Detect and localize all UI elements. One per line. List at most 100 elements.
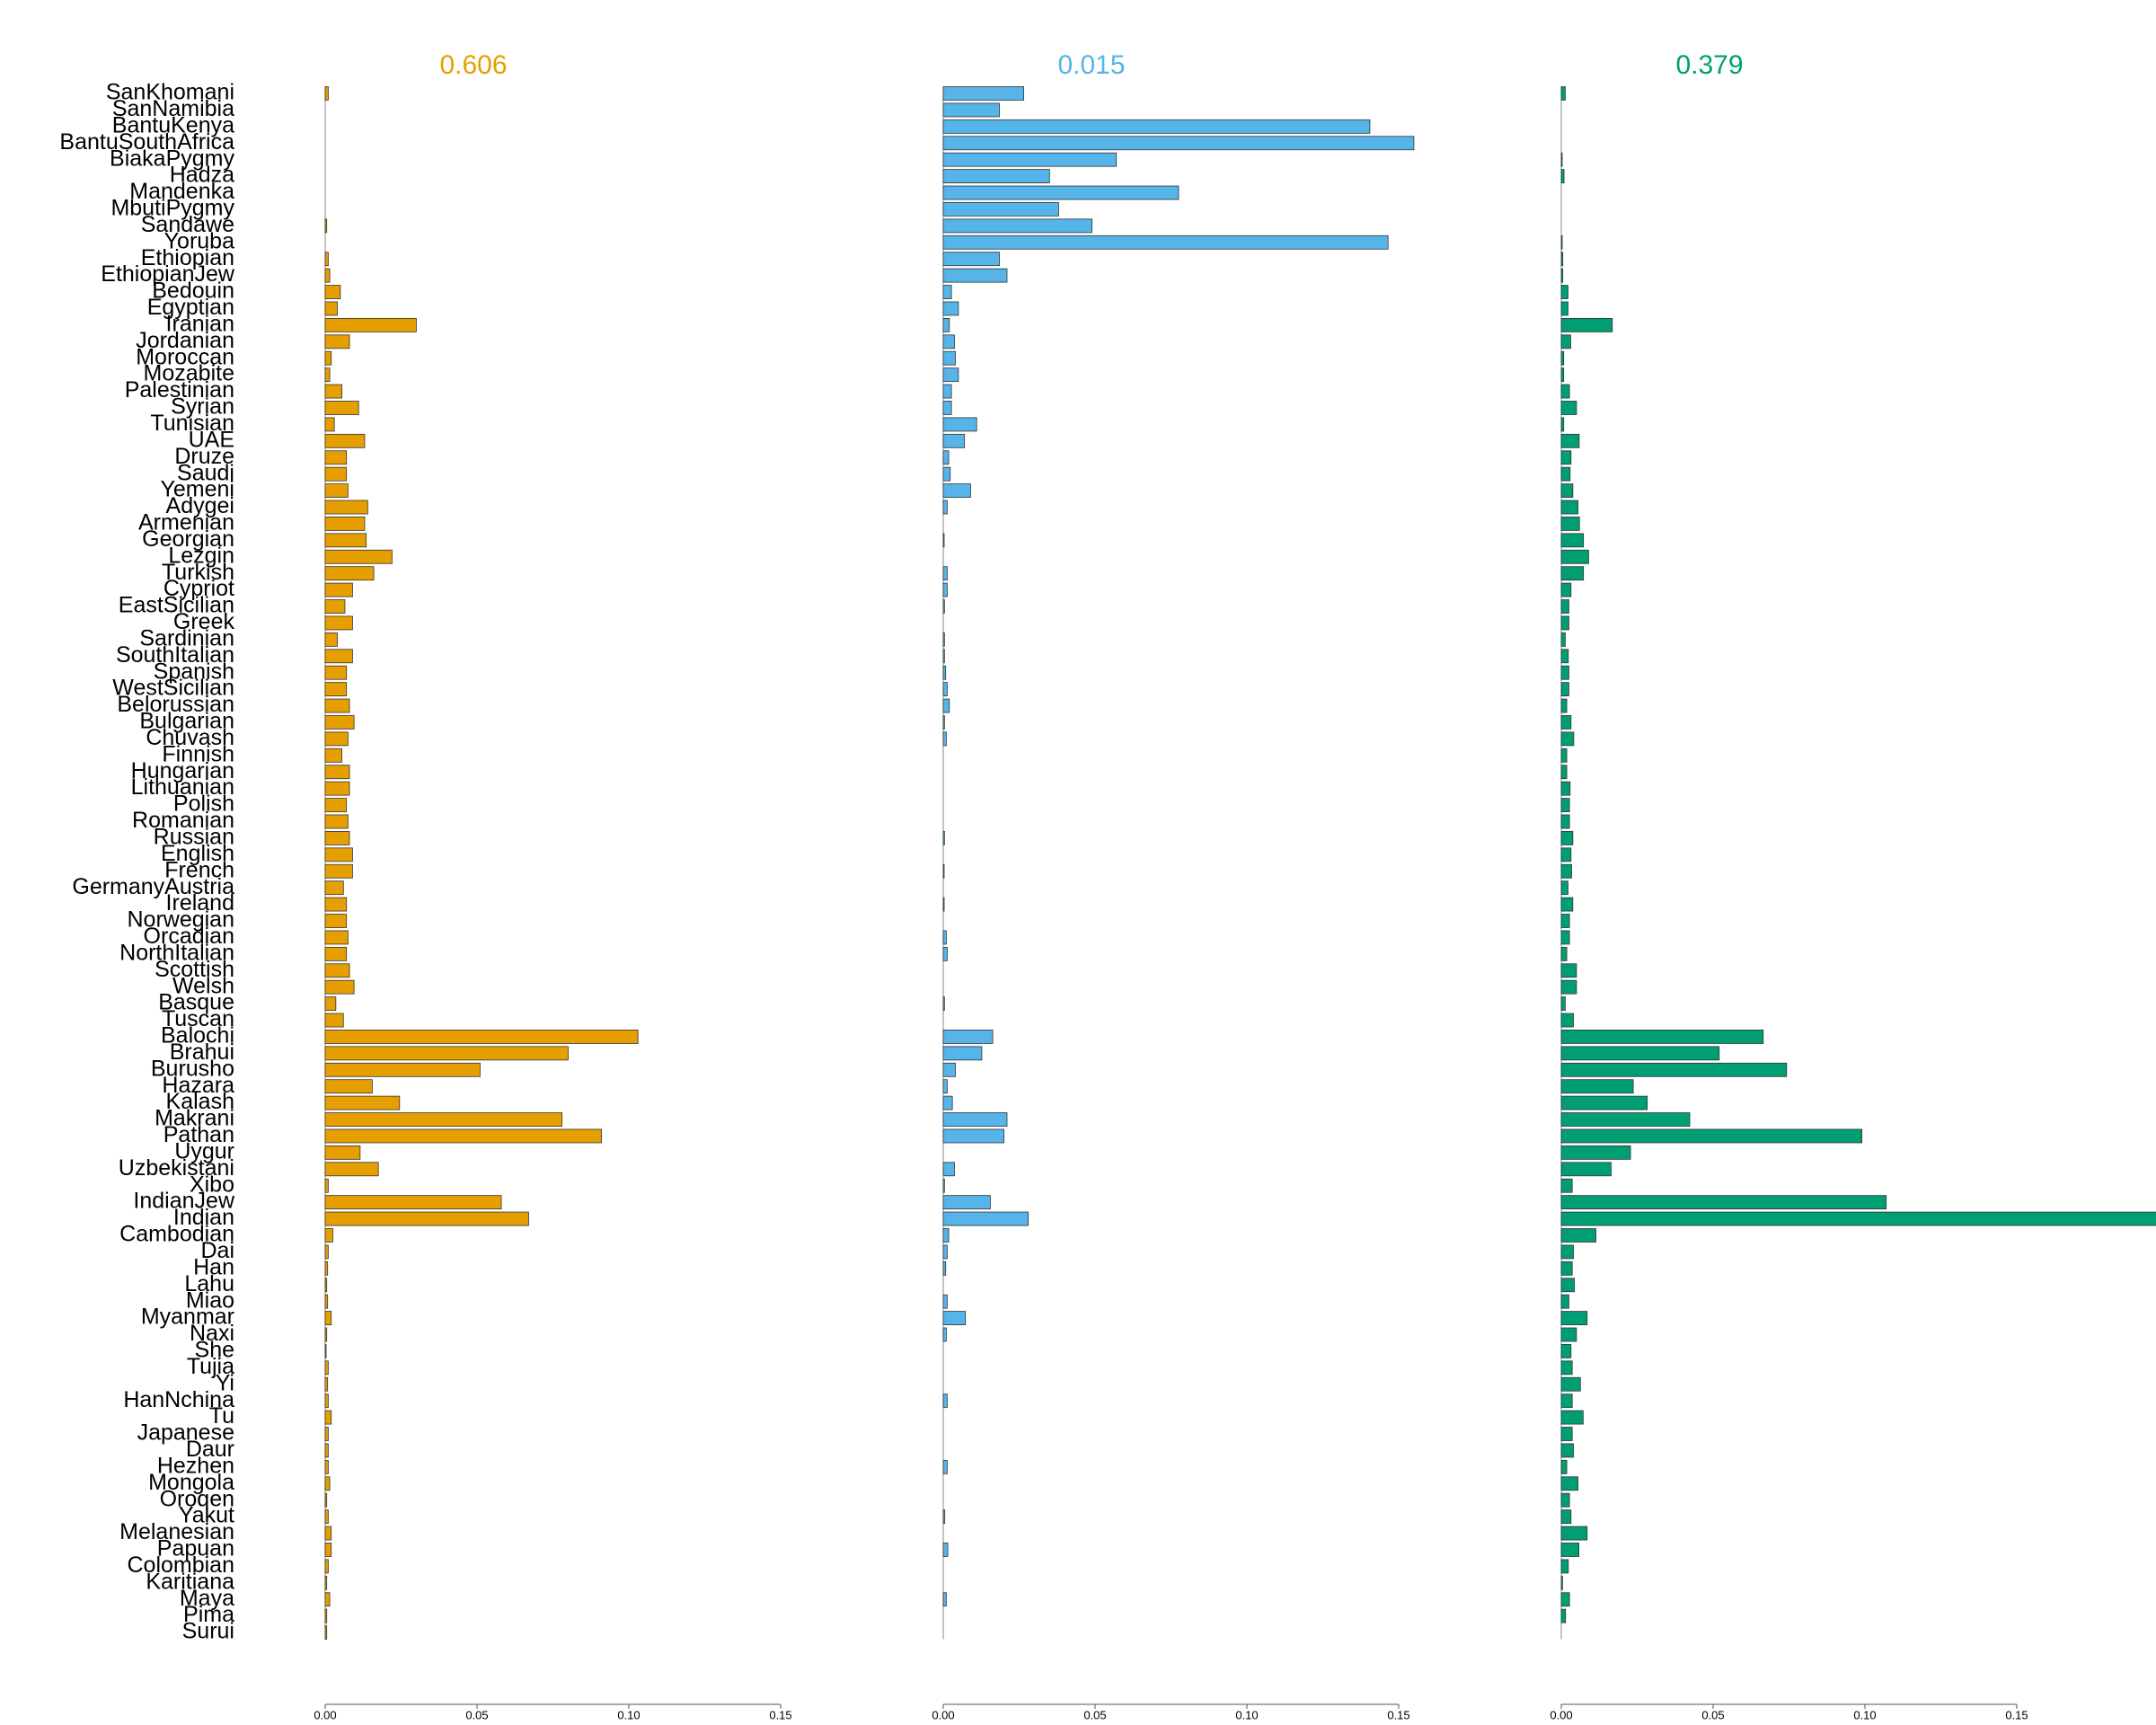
x-tick-label: 0.05 bbox=[1083, 1708, 1106, 1721]
bar bbox=[324, 1360, 329, 1376]
bar bbox=[1560, 285, 1568, 299]
bar bbox=[324, 765, 350, 780]
bar bbox=[1560, 715, 1572, 730]
bar bbox=[942, 1178, 945, 1193]
category-label: Ireland bbox=[166, 890, 234, 916]
bar bbox=[942, 334, 955, 349]
bar bbox=[942, 1062, 956, 1077]
category-label: Hazara bbox=[162, 1073, 234, 1098]
bar bbox=[324, 682, 348, 697]
bar bbox=[942, 102, 1000, 118]
bar bbox=[942, 1030, 994, 1044]
bar bbox=[324, 285, 341, 299]
x-tick-label: 0.05 bbox=[1701, 1708, 1724, 1721]
bar bbox=[324, 1443, 329, 1458]
bar bbox=[1560, 1162, 1612, 1177]
bar bbox=[324, 401, 359, 415]
bar bbox=[1560, 301, 1568, 316]
category-label: Spanish bbox=[154, 659, 234, 684]
bar bbox=[324, 86, 329, 101]
bar bbox=[942, 285, 952, 299]
bar bbox=[1560, 582, 1572, 597]
bar bbox=[942, 1079, 948, 1094]
category-label: Uygur bbox=[174, 1138, 234, 1163]
bar bbox=[324, 599, 346, 614]
bar bbox=[1560, 1311, 1588, 1325]
bar bbox=[324, 996, 337, 1011]
category-label: IndianJew bbox=[133, 1189, 235, 1214]
bar bbox=[1560, 1178, 1573, 1193]
bar bbox=[942, 897, 945, 912]
bar bbox=[1560, 1261, 1573, 1276]
category-label: Makrani bbox=[155, 1106, 234, 1131]
bar bbox=[942, 152, 1118, 167]
bar bbox=[1560, 334, 1571, 349]
bar bbox=[324, 930, 349, 945]
bar bbox=[1560, 1278, 1575, 1293]
bar bbox=[942, 566, 948, 581]
bar bbox=[324, 1079, 373, 1094]
bar bbox=[1560, 1393, 1573, 1409]
bar bbox=[324, 798, 348, 812]
bar bbox=[1560, 682, 1569, 697]
category-label: Jordanian bbox=[136, 328, 234, 353]
bar bbox=[1560, 1427, 1573, 1441]
bar bbox=[942, 218, 1093, 234]
category-label: Surui bbox=[182, 1619, 234, 1644]
bar bbox=[1560, 847, 1572, 862]
bar bbox=[942, 1509, 946, 1525]
bar bbox=[942, 731, 947, 747]
bar bbox=[324, 1112, 563, 1127]
category-label: Druze bbox=[174, 444, 234, 469]
bar bbox=[324, 1311, 332, 1325]
bar bbox=[942, 136, 1415, 151]
panel-title: 0.379 bbox=[1675, 50, 1743, 80]
bar bbox=[324, 517, 366, 531]
bar bbox=[1560, 1575, 1563, 1590]
category-label: Bedouin bbox=[152, 279, 234, 304]
bar bbox=[1560, 1526, 1588, 1541]
category-label: Yoruba bbox=[164, 228, 234, 253]
bar bbox=[942, 599, 945, 614]
category-label: Colombian bbox=[127, 1552, 234, 1578]
category-label: Cypriot bbox=[163, 576, 234, 601]
category-label: Turkish bbox=[162, 560, 234, 585]
category-label: Indian bbox=[173, 1205, 234, 1230]
bar bbox=[942, 582, 948, 597]
bar bbox=[324, 1608, 328, 1623]
bar bbox=[1560, 417, 1565, 432]
category-label: Dai bbox=[200, 1238, 234, 1263]
bar bbox=[324, 317, 417, 332]
category-label: Lithuanian bbox=[131, 774, 234, 800]
bar bbox=[1560, 169, 1565, 184]
category-label: Pathan bbox=[163, 1122, 234, 1147]
bar bbox=[1560, 1244, 1574, 1260]
bar bbox=[324, 252, 329, 267]
bar bbox=[1560, 1327, 1577, 1342]
bar bbox=[324, 1030, 639, 1044]
bar bbox=[1560, 549, 1589, 564]
panel-title: 0.606 bbox=[439, 50, 507, 80]
bar bbox=[942, 1294, 948, 1309]
category-label: Georgian bbox=[142, 526, 234, 552]
bar bbox=[324, 1393, 329, 1409]
bar bbox=[942, 350, 956, 366]
bar bbox=[324, 649, 353, 664]
category-label: Papuan bbox=[157, 1536, 234, 1561]
bar bbox=[1560, 367, 1565, 383]
bar bbox=[324, 897, 348, 912]
category-label: MbutiPygmy bbox=[110, 196, 234, 221]
bar bbox=[1560, 831, 1574, 845]
bar bbox=[1560, 698, 1568, 713]
category-label: SanKhomani bbox=[106, 80, 234, 105]
category-label: Iranian bbox=[166, 311, 234, 336]
bar bbox=[1560, 252, 1564, 267]
category-label: Bulgarian bbox=[139, 709, 234, 734]
category-label: Cambodian bbox=[119, 1222, 234, 1247]
bar bbox=[1560, 234, 1563, 250]
bar bbox=[324, 615, 353, 631]
category-label: Syrian bbox=[171, 394, 234, 420]
bar bbox=[324, 1476, 331, 1491]
category-label: Karitiana bbox=[146, 1569, 234, 1594]
